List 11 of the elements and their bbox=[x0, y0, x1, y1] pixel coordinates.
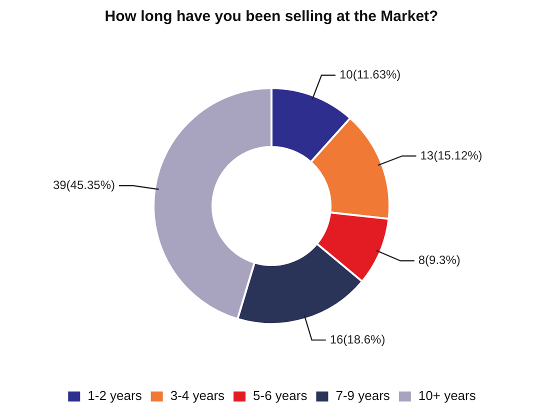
data-label: 10(11.63%) bbox=[340, 68, 401, 82]
legend-label: 5-6 years bbox=[253, 388, 308, 404]
legend-label: 7-9 years bbox=[336, 388, 390, 404]
data-label: 16(18.6%) bbox=[330, 332, 386, 346]
legend-label: 1-2 years bbox=[88, 388, 142, 404]
legend-label: 10+ years bbox=[418, 388, 476, 404]
data-label: 39(45.35%) bbox=[52, 178, 115, 192]
legend-label: 3-4 years bbox=[170, 388, 226, 404]
chart-title: How long have you been selling at the Market? bbox=[104, 8, 438, 26]
data-label: 13(15.12%) bbox=[420, 148, 482, 162]
data-label: 8(9.3%) bbox=[418, 253, 460, 268]
